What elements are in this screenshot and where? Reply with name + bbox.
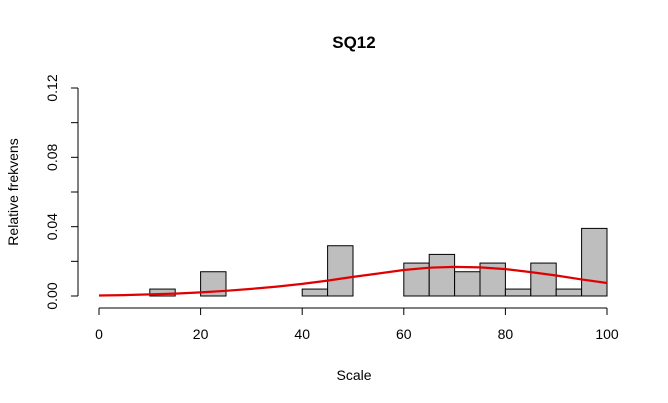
x-axis-label: Scale bbox=[336, 367, 371, 383]
histogram-bar-80-85 bbox=[504, 288, 532, 297]
x-tick-label: 100 bbox=[595, 326, 619, 342]
y-axis-label: Relative frekvens bbox=[5, 138, 21, 245]
histogram-bar-65-70 bbox=[428, 253, 456, 297]
chart-title: SQ12 bbox=[332, 33, 375, 52]
histogram-bar-90-95 bbox=[555, 288, 583, 297]
density-curve bbox=[98, 265, 608, 297]
x-tick-label: 20 bbox=[193, 326, 209, 342]
y-tick-label: 0.04 bbox=[44, 213, 60, 240]
histogram-bar-95-100 bbox=[581, 227, 608, 297]
histogram-bar-45-50 bbox=[327, 245, 354, 297]
y-axis: 0.00 0.04 0.08 0.12 bbox=[44, 74, 79, 310]
histogram-bar-85-90 bbox=[530, 262, 557, 297]
y-tick-label: 0.00 bbox=[44, 282, 60, 309]
density-curve-layer bbox=[98, 265, 608, 297]
histogram-bar-70-75 bbox=[454, 271, 481, 297]
histogram-bars bbox=[149, 227, 608, 297]
histogram-bar-40-45 bbox=[301, 288, 329, 297]
x-tick-label: 60 bbox=[396, 326, 412, 342]
x-tick-label: 40 bbox=[294, 326, 310, 342]
x-axis: 0 20 40 60 80 100 bbox=[95, 307, 619, 342]
y-tick-label: 0.08 bbox=[44, 143, 60, 170]
x-tick-label: 80 bbox=[498, 326, 514, 342]
x-tick-label: 0 bbox=[95, 326, 103, 342]
y-tick-label: 0.12 bbox=[44, 74, 60, 101]
